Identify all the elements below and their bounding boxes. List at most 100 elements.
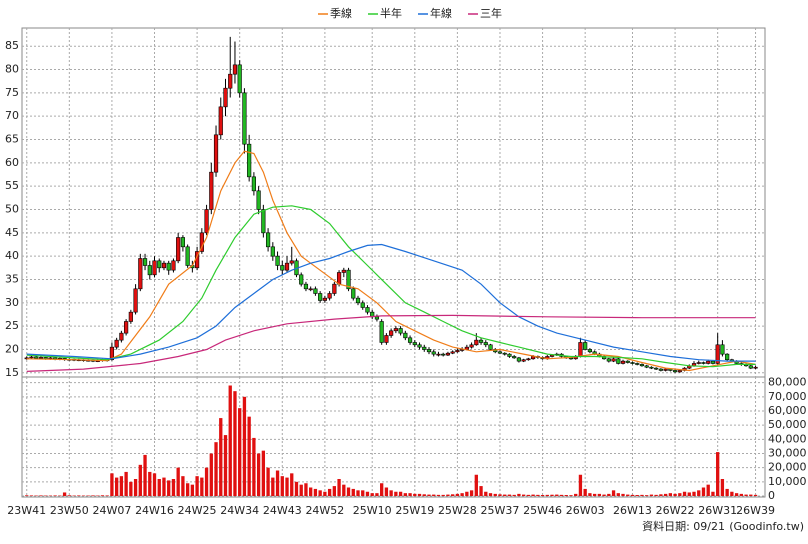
candle-body xyxy=(276,256,280,265)
volume-tick-label: 20,000 xyxy=(768,461,807,474)
volume-bar xyxy=(219,418,222,496)
volume-bar xyxy=(650,495,653,496)
candle-body xyxy=(309,289,313,290)
volume-bar xyxy=(352,489,355,496)
volume-bar xyxy=(659,494,662,496)
candle-body xyxy=(157,261,161,268)
volume-bar xyxy=(621,494,624,496)
candle-body xyxy=(323,298,327,300)
volume-bar xyxy=(413,494,416,496)
volume-bar xyxy=(389,490,392,496)
volume-bar xyxy=(740,494,743,496)
volume-bar xyxy=(224,435,227,496)
x-tick-label: 24W34 xyxy=(220,504,259,517)
volume-bar xyxy=(195,476,198,496)
volume-tick-label: 40,000 xyxy=(768,432,807,445)
x-tick-label: 25W46 xyxy=(523,504,562,517)
volume-bar xyxy=(484,492,487,496)
volume-bar xyxy=(531,495,534,496)
candle-body xyxy=(498,352,502,353)
volume-bar xyxy=(508,495,511,496)
volume-tick-label: 30,000 xyxy=(768,447,807,460)
footer-date: 資料日期: 09/21 xyxy=(642,519,725,533)
candle-body xyxy=(314,289,318,294)
y-tick-label: 70 xyxy=(5,109,19,122)
volume-bar xyxy=(281,476,284,496)
candle-body xyxy=(645,366,649,367)
volume-bar xyxy=(271,478,274,496)
candle-body xyxy=(162,263,166,268)
candle-body xyxy=(659,369,663,370)
volume-bar xyxy=(673,494,676,496)
candle-body xyxy=(640,364,644,365)
volume-bar xyxy=(347,488,350,497)
candle-body xyxy=(124,321,128,333)
y-tick-label: 85 xyxy=(5,39,19,52)
volume-bar xyxy=(569,495,572,496)
candle-body xyxy=(172,261,176,270)
candle-body xyxy=(333,284,337,293)
volume-bar xyxy=(744,495,747,496)
volume-bar xyxy=(612,490,615,496)
candle-body xyxy=(413,342,417,344)
volume-bar xyxy=(323,492,326,496)
candle-body xyxy=(399,328,403,333)
candle-body xyxy=(616,359,620,364)
x-tick-label: 24W43 xyxy=(263,504,302,517)
volume-bar xyxy=(229,386,232,497)
candle-body xyxy=(702,363,706,364)
x-tick-label: 26W03 xyxy=(566,504,605,517)
x-tick-label: 26W13 xyxy=(613,504,652,517)
x-tick-label: 23W50 xyxy=(50,504,89,517)
candle-body xyxy=(583,342,587,349)
volume-bar xyxy=(318,490,321,496)
volume-bar xyxy=(456,494,459,496)
candle-body xyxy=(39,357,43,358)
volume-bar xyxy=(191,485,194,496)
volume-bar xyxy=(115,478,118,496)
candle-body xyxy=(385,335,389,342)
candle-body xyxy=(318,293,322,300)
x-tick-label: 24W52 xyxy=(305,504,344,517)
volume-bar xyxy=(574,494,577,496)
candle-body xyxy=(588,349,592,351)
volume-bar xyxy=(626,495,629,496)
volume-bar xyxy=(446,495,449,496)
volume-bar xyxy=(314,489,317,496)
volume-bar xyxy=(498,494,501,496)
volume-bar xyxy=(541,495,544,496)
volume-bar xyxy=(366,492,369,496)
candle-body xyxy=(721,345,725,354)
volume-bar xyxy=(730,492,733,496)
volume-bar xyxy=(328,489,331,496)
volume-bar xyxy=(248,417,251,496)
volume-tick-label: 60,000 xyxy=(768,404,807,417)
volume-bar xyxy=(101,495,104,496)
candle-body xyxy=(697,363,701,364)
y-tick-label: 35 xyxy=(5,272,19,285)
volume-tick-label: 70,000 xyxy=(768,390,807,403)
candle-body xyxy=(247,144,251,177)
volume-bar xyxy=(702,488,705,497)
candle-body xyxy=(635,363,639,364)
candle-body xyxy=(475,340,479,345)
volume-bar xyxy=(550,495,553,496)
candle-body xyxy=(673,370,677,371)
volume-bar xyxy=(233,391,236,496)
volume-bar xyxy=(479,486,482,496)
candle-body xyxy=(129,312,133,321)
volume-bar xyxy=(749,495,752,496)
candle-body xyxy=(432,352,436,354)
candle-body xyxy=(120,333,124,340)
candle-body xyxy=(422,347,426,349)
volume-bar xyxy=(678,493,681,496)
volume-bar xyxy=(555,495,558,496)
volume-bar xyxy=(91,495,94,496)
volume-bar xyxy=(442,495,445,496)
volume-bar xyxy=(162,478,165,496)
volume-bar xyxy=(290,473,293,496)
volume-bar xyxy=(337,479,340,496)
candle-body xyxy=(489,345,493,350)
volume-bar xyxy=(617,493,620,496)
